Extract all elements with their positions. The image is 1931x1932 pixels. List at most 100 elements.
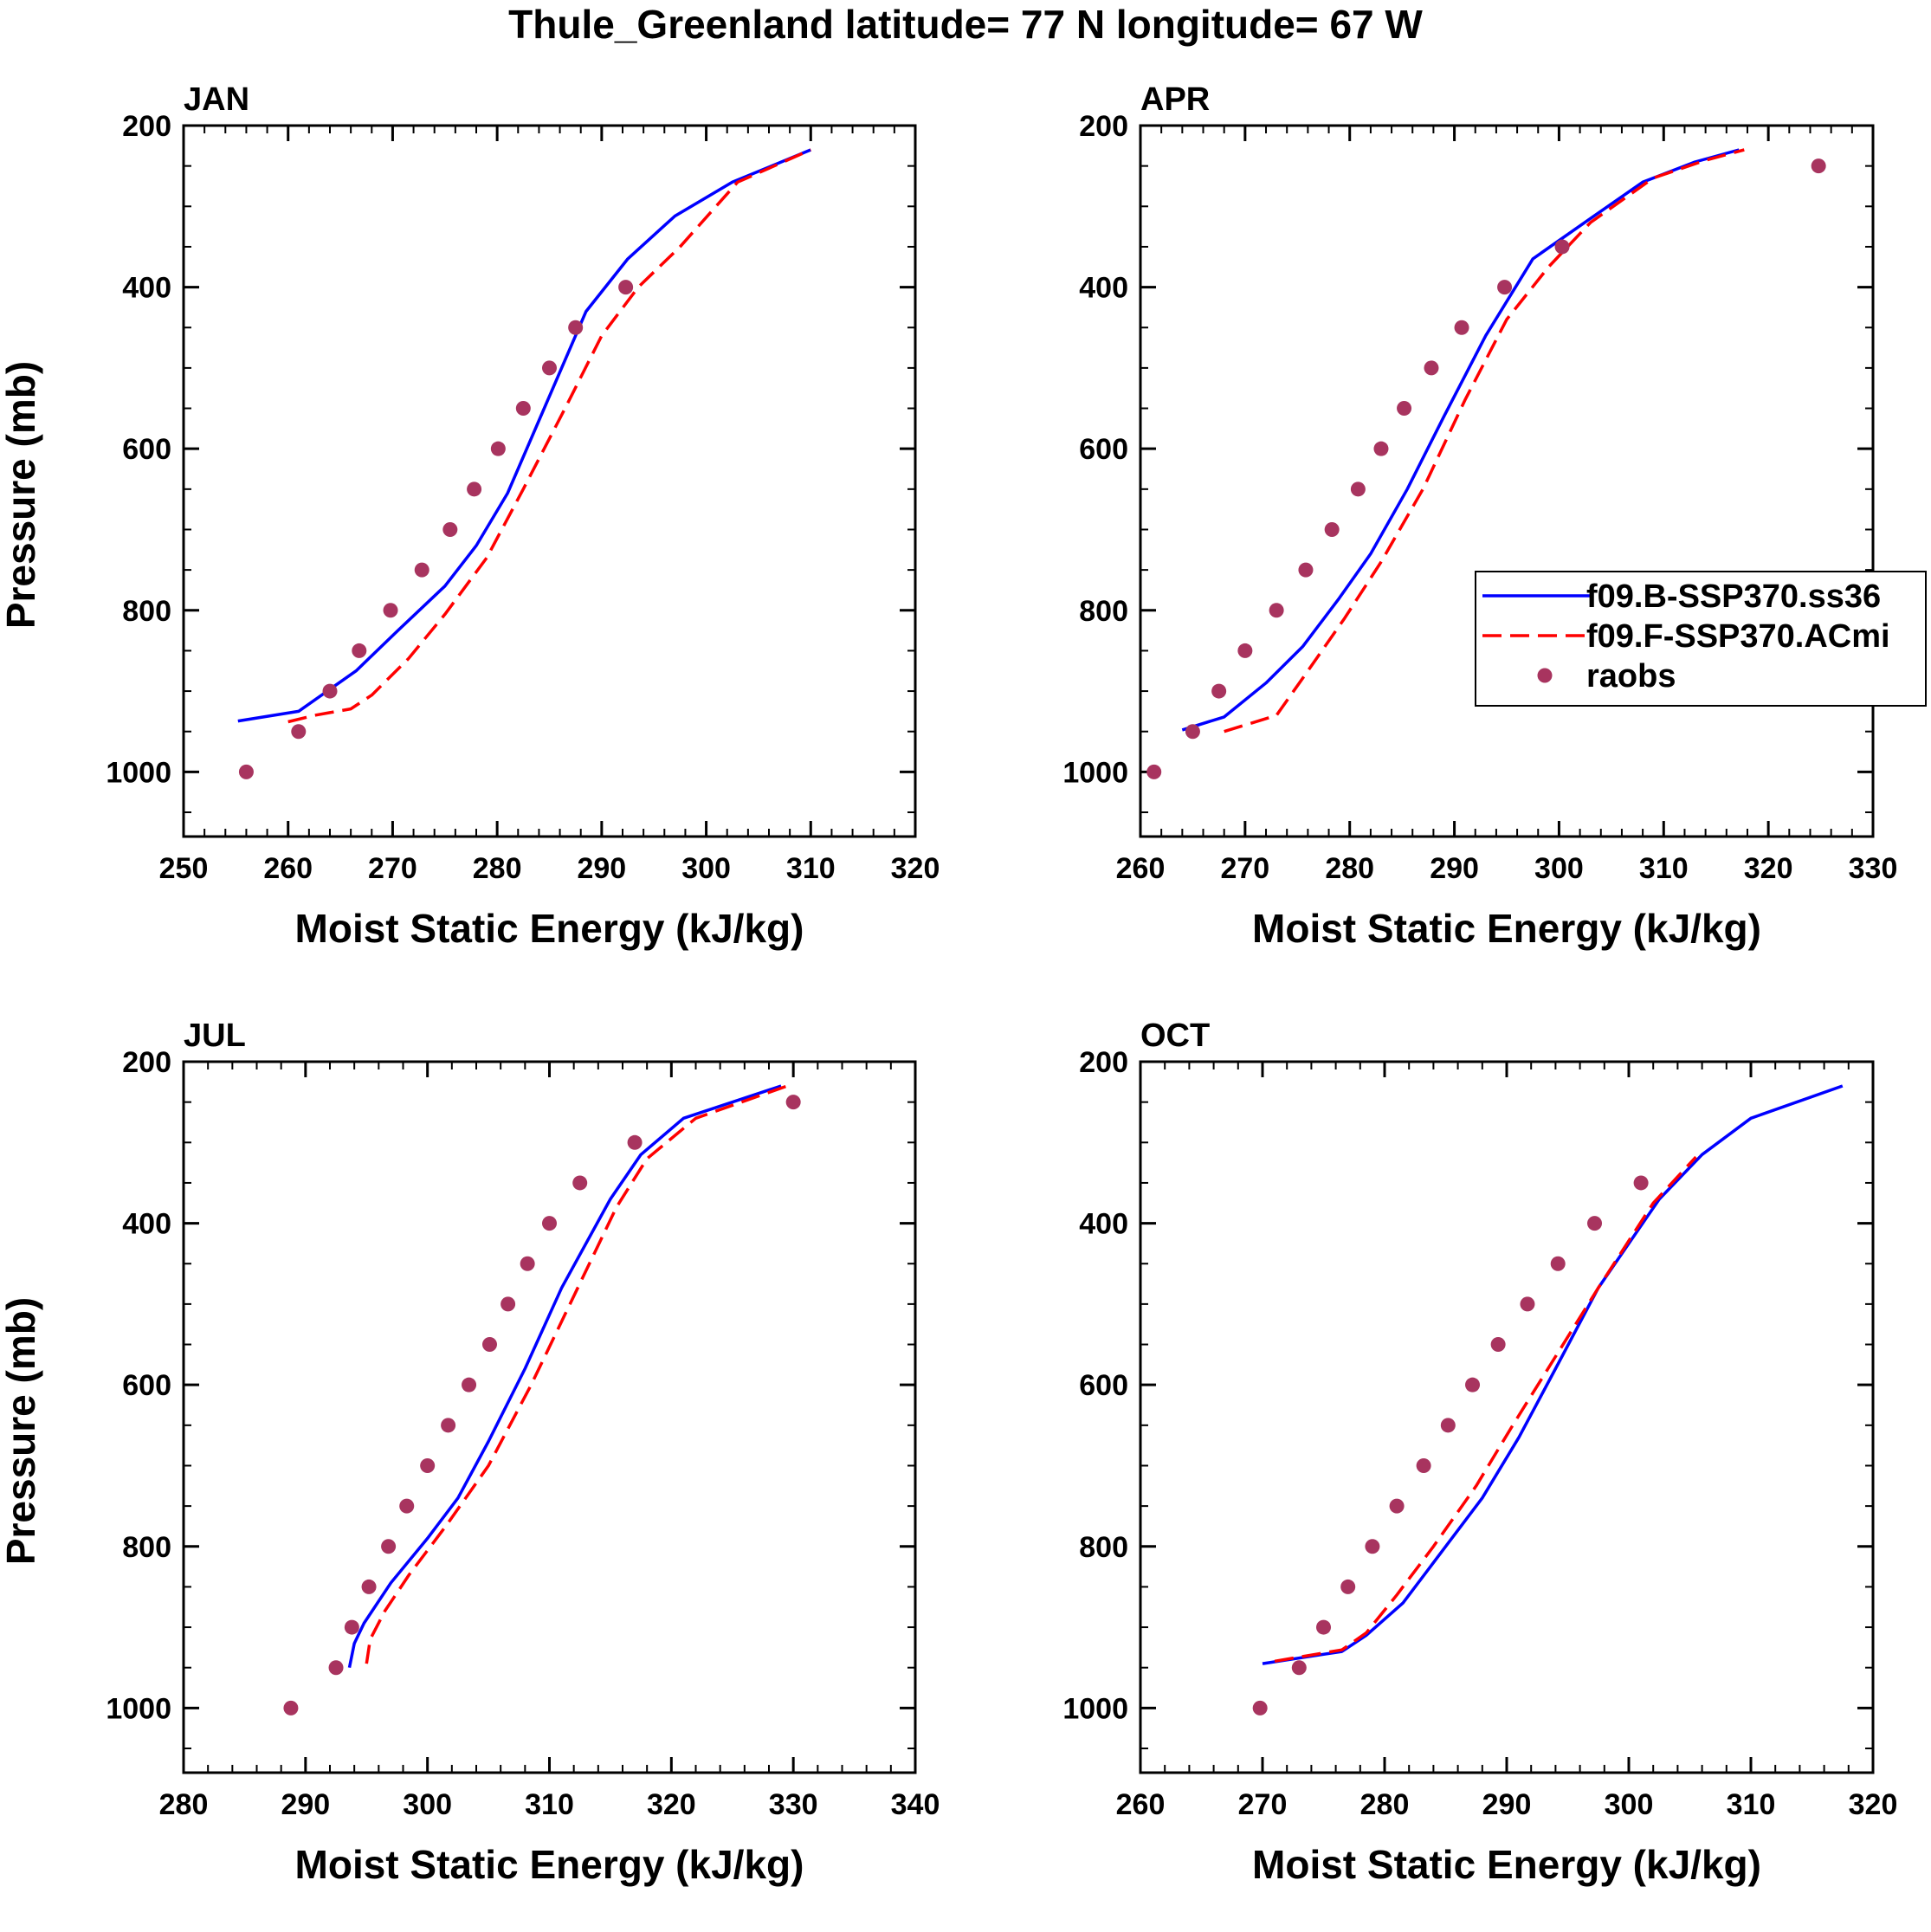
panel-label: APR xyxy=(1140,81,1210,118)
x-tick-label: 250 xyxy=(159,852,209,885)
y-tick-label: 1000 xyxy=(1062,756,1128,789)
x-tick-label: 290 xyxy=(577,852,626,885)
raobs-point xyxy=(542,360,557,376)
raobs-point xyxy=(352,643,367,658)
legend-label: f09.F-SSP370.ACmi xyxy=(1586,618,1890,655)
raobs-point xyxy=(1269,603,1284,618)
raobs-point xyxy=(572,1175,588,1191)
y-tick-label: 800 xyxy=(1079,595,1128,628)
raobs-point xyxy=(1416,1457,1431,1473)
panel-jul: JUL 280 290 300 310 320 330 340 200 400 600 800 1000… xyxy=(0,1018,940,1887)
y-tick-label: 600 xyxy=(122,1369,171,1402)
raobs-point xyxy=(238,764,254,779)
raobs-point xyxy=(420,1457,436,1473)
panel-label: JUL xyxy=(184,1018,246,1054)
panel-label: JAN xyxy=(184,81,249,118)
x-tick-label: 300 xyxy=(403,1788,452,1821)
raobs-point xyxy=(1340,1579,1356,1594)
raobs-point xyxy=(1298,562,1314,578)
raobs-point xyxy=(1389,1498,1405,1514)
raobs-point xyxy=(441,1418,456,1433)
y-axis-label: Pressure (mb) xyxy=(0,1297,43,1565)
raobs-point xyxy=(344,1619,359,1635)
y-tick-label: 400 xyxy=(1079,272,1128,305)
y-tick-label: 800 xyxy=(1079,1531,1128,1564)
x-tick-label: 260 xyxy=(1116,1788,1166,1821)
raobs-point xyxy=(383,603,398,618)
x-tick-label: 280 xyxy=(159,1788,209,1821)
raobs-point xyxy=(322,683,338,699)
y-tick-label: 400 xyxy=(122,1208,171,1241)
raobs-point xyxy=(283,1700,299,1716)
raobs-point xyxy=(1252,1700,1268,1716)
raobs-point xyxy=(785,1095,801,1110)
series-line-f-ssp370 xyxy=(1224,148,1745,733)
x-tick-label: 320 xyxy=(1744,852,1793,885)
x-tick-label: 260 xyxy=(1116,852,1166,885)
x-tick-label: 320 xyxy=(647,1788,696,1821)
y-tick-label: 1000 xyxy=(106,756,171,789)
raobs-point xyxy=(1520,1296,1535,1312)
raobs-point xyxy=(399,1498,415,1514)
raobs-point xyxy=(1365,1539,1380,1554)
raobs-point xyxy=(1211,683,1227,699)
series-line-f-ssp370 xyxy=(365,1084,788,1664)
raobs-point xyxy=(1397,401,1412,417)
raobs-point xyxy=(542,1216,557,1231)
x-tick-label: 310 xyxy=(525,1788,574,1821)
y-tick-label: 800 xyxy=(122,1531,171,1564)
x-tick-label: 280 xyxy=(473,852,522,885)
raobs-point xyxy=(481,1337,497,1353)
x-tick-label: 280 xyxy=(1360,1788,1410,1821)
raobs-point xyxy=(1454,320,1469,335)
x-tick-label: 310 xyxy=(786,852,836,885)
y-tick-label: 1000 xyxy=(1062,1692,1128,1725)
raobs-point xyxy=(1811,158,1826,174)
plot-frame xyxy=(1139,1060,1875,1774)
raobs-point xyxy=(1324,521,1340,537)
raobs-point xyxy=(490,441,506,456)
x-tick-label: 270 xyxy=(368,852,417,885)
raobs-point xyxy=(291,724,307,740)
series-line-f-ssp370 xyxy=(1274,1155,1697,1664)
raobs-point xyxy=(361,1579,377,1594)
raobs-point xyxy=(568,320,584,335)
raobs-point xyxy=(1550,1256,1566,1271)
raobs-point xyxy=(627,1134,643,1150)
x-axis-label: Moist Static Energy (kJ/kg) xyxy=(1252,906,1761,951)
raobs-point xyxy=(1497,280,1513,295)
legend-box xyxy=(1475,571,1927,707)
y-tick-label: 400 xyxy=(1079,1208,1128,1241)
y-tick-label: 200 xyxy=(122,1046,171,1079)
x-axis-label: Moist Static Energy (kJ/kg) xyxy=(295,906,804,951)
raobs-point xyxy=(462,1377,477,1392)
y-axis-label: Pressure (mb) xyxy=(0,361,43,629)
y-tick-label: 200 xyxy=(122,110,171,143)
x-tick-label: 340 xyxy=(891,1788,940,1821)
raobs-point xyxy=(328,1660,344,1676)
x-tick-label: 330 xyxy=(769,1788,818,1821)
x-tick-label: 330 xyxy=(1849,852,1898,885)
x-tick-label: 320 xyxy=(1849,1788,1898,1821)
series-line-b-ssp370 xyxy=(1262,1084,1844,1665)
panel-oct: OCT 260 270 280 290 300 310 320 200 400 600 800 1000… xyxy=(1062,1018,1897,1887)
series-line-f-ssp370 xyxy=(287,148,812,724)
raobs-point xyxy=(1350,481,1366,497)
raobs-point xyxy=(1440,1418,1456,1433)
plot-frame xyxy=(182,124,917,838)
raobs-point xyxy=(1554,239,1570,255)
raobs-point xyxy=(1490,1337,1506,1353)
x-tick-label: 320 xyxy=(891,852,940,885)
x-tick-label: 300 xyxy=(1605,1788,1654,1821)
x-axis-label: Moist Static Energy (kJ/kg) xyxy=(1252,1842,1761,1887)
x-tick-label: 290 xyxy=(281,1788,330,1821)
panel-jan: JAN 250 260 270 280 290 300 310 320 200 400 600 800 1… xyxy=(0,81,940,951)
y-tick-label: 1000 xyxy=(106,1692,171,1725)
x-tick-label: 290 xyxy=(1430,852,1479,885)
panels: JAN 250 260 270 280 290 300 310 320 200 400 600 800 1… xyxy=(0,81,1897,1887)
raobs-point xyxy=(520,1256,535,1271)
y-tick-label: 800 xyxy=(122,595,171,628)
y-tick-label: 600 xyxy=(1079,1369,1128,1402)
